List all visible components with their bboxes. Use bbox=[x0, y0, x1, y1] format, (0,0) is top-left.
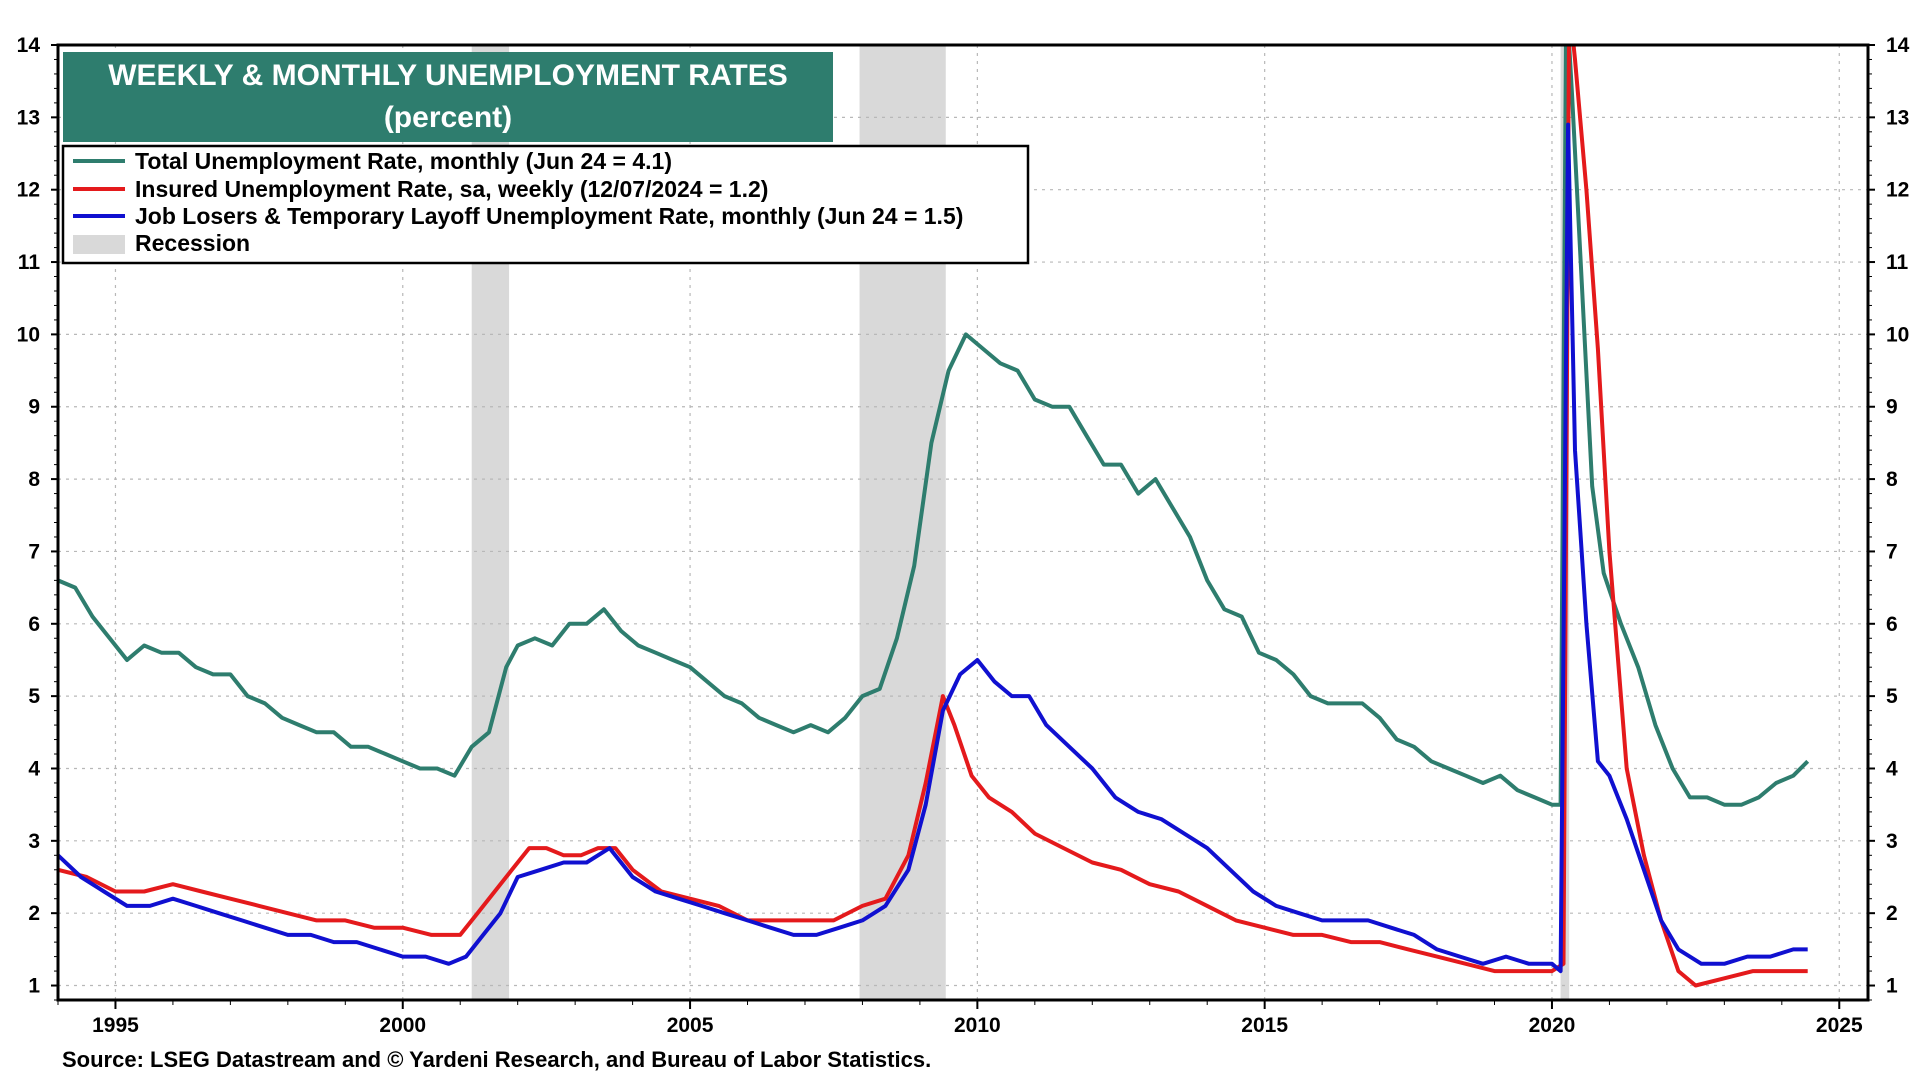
y-tick-label-left: 3 bbox=[28, 830, 40, 853]
legend-label-insured: Insured Unemployment Rate, sa, weekly (1… bbox=[135, 176, 768, 202]
y-tick-label-right: 7 bbox=[1886, 540, 1898, 563]
y-tick-label-right: 12 bbox=[1886, 179, 1909, 202]
series-line-total-unemployment bbox=[58, 45, 1810, 807]
y-tick-label-right: 1 bbox=[1886, 975, 1898, 998]
x-tick-label: 2020 bbox=[1529, 1014, 1576, 1037]
y-tick-label-right: 5 bbox=[1886, 685, 1898, 708]
y-tick-label-right: 14 bbox=[1886, 34, 1910, 57]
y-tick-label-left: 4 bbox=[28, 757, 40, 780]
chart-subtitle: (percent) bbox=[384, 101, 512, 134]
y-tick-label-right: 3 bbox=[1886, 830, 1898, 853]
legend-label-recession: Recession bbox=[135, 230, 250, 256]
y-tick-label-left: 12 bbox=[17, 179, 40, 202]
chart-title: WEEKLY & MONTHLY UNEMPLOYMENT RATES bbox=[108, 59, 788, 92]
y-tick-label-right: 4 bbox=[1886, 757, 1898, 780]
y-tick-label-right: 6 bbox=[1886, 613, 1898, 636]
y-tick-label-left: 9 bbox=[28, 396, 40, 419]
title-background bbox=[63, 52, 833, 142]
legend-swatch-recession bbox=[73, 235, 125, 254]
y-tick-label-left: 8 bbox=[28, 468, 40, 491]
y-tick-label-left: 10 bbox=[17, 323, 40, 346]
x-tick-label: 1995 bbox=[92, 1014, 139, 1037]
x-tick-label: 2010 bbox=[954, 1014, 1001, 1037]
y-tick-label-left: 13 bbox=[17, 106, 40, 129]
legend-label-job-losers: Job Losers & Temporary Layoff Unemployme… bbox=[135, 203, 963, 229]
x-tick-label: 2015 bbox=[1241, 1014, 1288, 1037]
y-tick-label-right: 11 bbox=[1886, 251, 1909, 274]
source-note: Source: LSEG Datastream and © Yardeni Re… bbox=[62, 1047, 931, 1072]
x-tick-label: 2025 bbox=[1816, 1014, 1863, 1037]
legend: Total Unemployment Rate, monthly (Jun 24… bbox=[61, 144, 1030, 265]
x-tick-label: 2005 bbox=[667, 1014, 714, 1037]
y-tick-label-right: 9 bbox=[1886, 396, 1898, 419]
series-line-job-losers bbox=[58, 122, 1808, 974]
legend-label-total: Total Unemployment Rate, monthly (Jun 24… bbox=[135, 148, 672, 174]
series-line-insured-unemployment bbox=[58, 45, 1808, 988]
y-tick-label-right: 8 bbox=[1886, 468, 1898, 491]
y-tick-label-left: 1 bbox=[28, 975, 40, 998]
y-tick-label-right: 2 bbox=[1886, 902, 1898, 925]
series-lines bbox=[58, 45, 1810, 988]
y-tick-label-left: 11 bbox=[18, 251, 41, 274]
y-tick-label-right: 10 bbox=[1886, 323, 1909, 346]
y-tick-label-left: 7 bbox=[28, 540, 40, 563]
y-tick-label-left: 2 bbox=[28, 902, 40, 925]
y-tick-label-right: 13 bbox=[1886, 106, 1909, 129]
legend-frame bbox=[61, 144, 1030, 265]
y-tick-label-left: 5 bbox=[28, 685, 40, 708]
y-tick-label-left: 6 bbox=[28, 613, 40, 636]
x-tick-label: 2000 bbox=[379, 1014, 426, 1037]
title-box: WEEKLY & MONTHLY UNEMPLOYMENT RATES (per… bbox=[63, 52, 833, 142]
y-tick-label-left: 14 bbox=[17, 34, 41, 57]
